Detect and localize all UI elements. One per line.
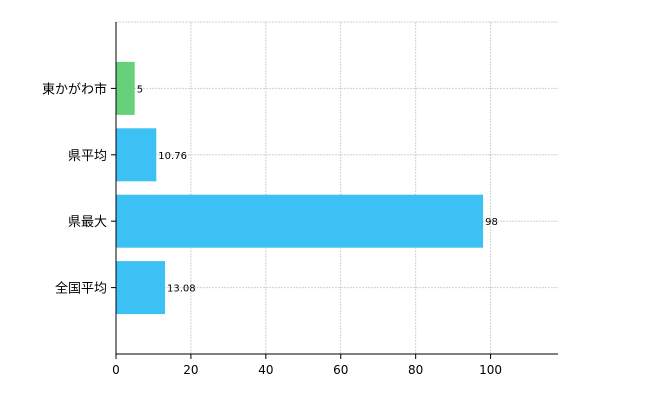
bar-0 — [116, 61, 135, 115]
data-label-3: 13.08 — [167, 284, 196, 295]
x-axis-ticks: 0 20 40 60 80 100 — [112, 354, 502, 377]
category-label-3: 全国平均 — [55, 281, 107, 297]
category-label-0: 東かがわ市 — [42, 81, 107, 97]
x-tick-label-1: 20 — [183, 363, 198, 377]
data-labels: 5 10.76 98 13.08 — [137, 84, 498, 294]
bar-3 — [116, 261, 165, 315]
data-label-1: 10.76 — [158, 151, 187, 162]
data-label-0: 5 — [137, 84, 143, 95]
data-label-2: 98 — [485, 217, 498, 228]
bar-2 — [116, 194, 484, 248]
category-label-1: 県平均 — [68, 149, 107, 164]
x-tick-label-2: 40 — [258, 363, 273, 377]
category-label-2: 県最大 — [68, 215, 107, 230]
bar-1 — [116, 128, 157, 182]
x-tick-label-3: 60 — [333, 363, 348, 377]
axes — [115, 22, 558, 355]
bars — [116, 61, 484, 315]
x-tick-label-4: 80 — [408, 363, 423, 377]
x-tick-label-5: 100 — [479, 363, 502, 377]
grid-lines — [116, 21, 558, 354]
x-tick-label-0: 0 — [112, 363, 120, 377]
